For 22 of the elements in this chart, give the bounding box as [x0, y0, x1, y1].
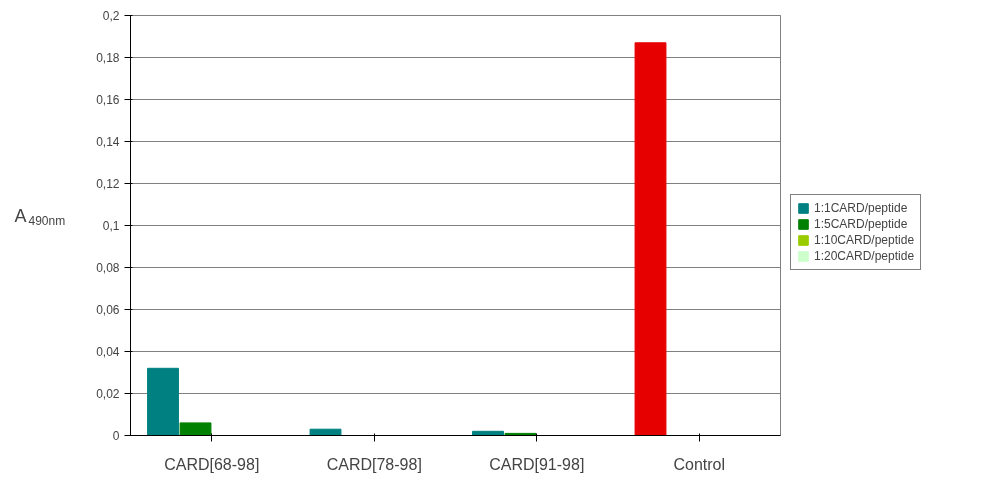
legend-label: 1:20CARD/peptide: [814, 249, 915, 263]
y-tick-label: 0,16: [96, 93, 120, 107]
legend-label: 1:5CARD/peptide: [814, 217, 908, 231]
y-tick-label: 0,02: [96, 387, 120, 401]
x-tick-label: CARD[68-98]: [164, 455, 260, 473]
y-tick-label: 0,06: [96, 303, 120, 317]
legend-label: 1:10CARD/peptide: [814, 233, 915, 247]
y-tick-label: 0,14: [96, 135, 120, 149]
x-tick-label: CARD[78-98]: [326, 455, 422, 473]
legend-label: 1:1CARD/peptide: [814, 201, 908, 215]
x-tick-label: CARD[91-98]: [489, 455, 585, 473]
bar: [147, 367, 179, 436]
bar: [179, 422, 212, 436]
y-tick-label: 0,12: [96, 177, 120, 191]
bar: [634, 42, 667, 436]
x-tick-label: Control: [673, 455, 726, 473]
y-tick-label: 0: [112, 429, 120, 443]
y-tick-label: 0,18: [96, 51, 120, 65]
y-tick-label: 0,08: [96, 261, 120, 275]
y-tick-label: 0,2: [102, 9, 120, 23]
y-tick-label: 0,04: [96, 345, 120, 359]
y-tick-label: 0,1: [102, 219, 120, 233]
